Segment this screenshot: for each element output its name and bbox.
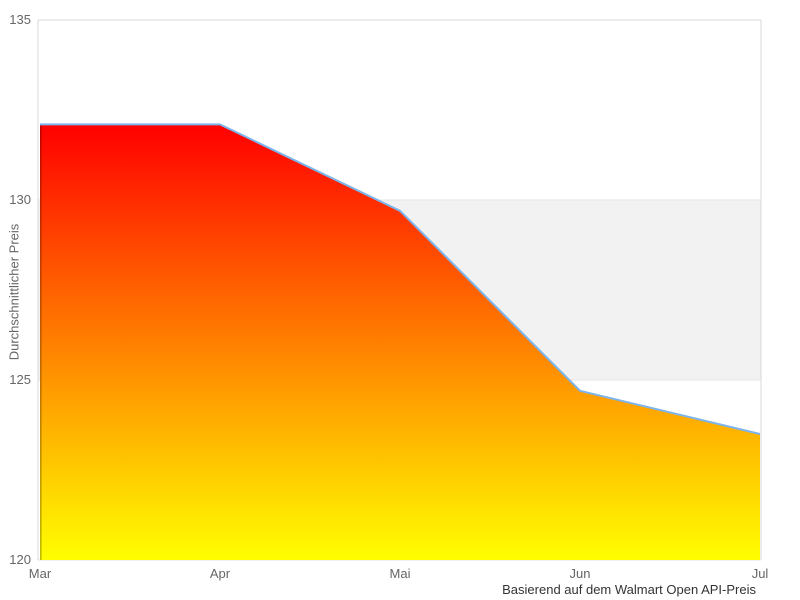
chart-caption: Basierend auf dem Walmart Open API-Preis [502,582,756,597]
y-axis-title: Durchschnittlicher Preis [6,223,22,361]
area-fill [40,124,760,561]
series-line [40,123,761,435]
